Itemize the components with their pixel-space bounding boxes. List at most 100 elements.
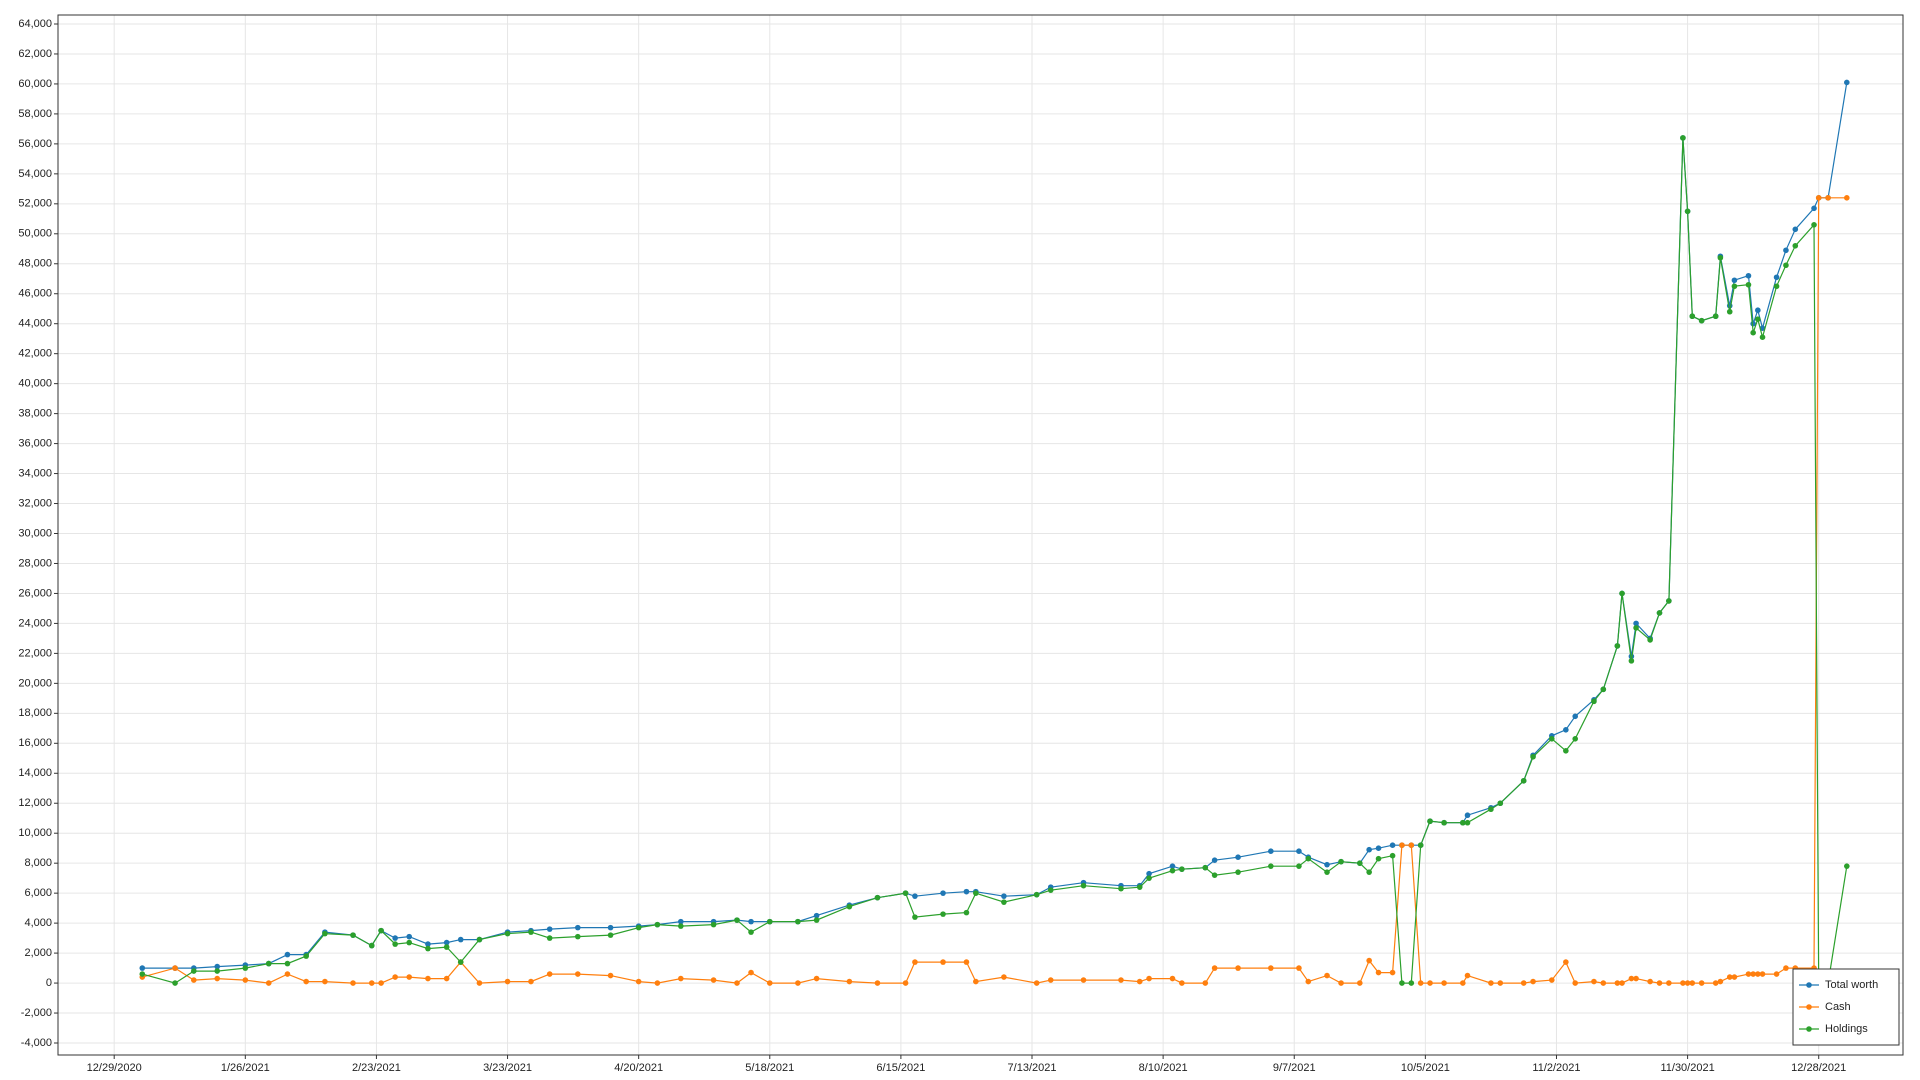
data-point	[1591, 698, 1597, 705]
y-tick-label: 4,000	[24, 917, 52, 929]
data-point	[1408, 842, 1415, 849]
data-point	[350, 980, 356, 986]
data-point	[284, 960, 291, 967]
data-point	[1324, 869, 1330, 875]
data-point	[1745, 971, 1752, 977]
data-point	[1427, 818, 1433, 825]
data-point	[1146, 870, 1152, 877]
data-point	[1844, 79, 1850, 86]
data-point	[1305, 978, 1312, 985]
x-tick-label: 4/20/2021	[614, 1062, 663, 1074]
data-point	[457, 959, 464, 965]
data-point	[504, 978, 511, 985]
data-point	[190, 977, 197, 983]
data-point	[1712, 980, 1719, 986]
data-point	[1698, 317, 1705, 324]
y-tick-label: 22,000	[18, 647, 52, 659]
data-point	[1773, 283, 1780, 290]
data-point	[1773, 274, 1780, 281]
data-point	[1460, 980, 1466, 986]
data-point	[607, 972, 614, 979]
data-point	[1614, 643, 1621, 649]
data-point	[574, 933, 581, 940]
data-point	[1389, 842, 1396, 849]
data-point	[678, 923, 684, 929]
data-point	[504, 930, 511, 937]
data-point	[1572, 736, 1579, 742]
y-tick-label: 56,000	[18, 138, 52, 150]
data-point	[1441, 819, 1447, 826]
y-tick-label: 36,000	[18, 437, 52, 449]
y-tick-label: 34,000	[18, 467, 52, 479]
data-point	[1324, 861, 1330, 868]
data-point	[1656, 610, 1663, 616]
data-point	[284, 951, 291, 958]
data-point	[1844, 863, 1850, 869]
data-point	[1600, 980, 1607, 986]
data-point	[1460, 819, 1466, 826]
data-point	[528, 929, 534, 935]
data-point	[1169, 975, 1176, 982]
data-point	[1726, 308, 1733, 315]
y-tick-label: 58,000	[18, 108, 52, 120]
x-tick-label: 3/23/2021	[483, 1062, 532, 1074]
data-point	[546, 971, 553, 977]
y-tick-label: 48,000	[18, 258, 52, 270]
data-point	[1792, 226, 1799, 233]
data-point	[1647, 978, 1653, 985]
data-point	[734, 917, 740, 923]
data-point	[1357, 980, 1363, 986]
data-point	[1745, 281, 1752, 288]
data-point	[1033, 980, 1040, 986]
x-tick-label: 10/5/2021	[1401, 1062, 1450, 1074]
data-point	[813, 917, 820, 923]
data-point	[1717, 978, 1724, 985]
data-point	[303, 978, 309, 985]
data-point	[748, 969, 754, 976]
data-point	[1211, 872, 1218, 878]
data-point	[1146, 975, 1152, 982]
data-point	[139, 971, 146, 977]
data-point	[1755, 316, 1761, 323]
data-point	[1745, 272, 1752, 279]
x-tick-label: 2/23/2021	[352, 1062, 401, 1074]
data-point	[1633, 620, 1639, 627]
x-tick-label: 12/28/2021	[1791, 1062, 1846, 1074]
y-tick-label: 8,000	[24, 857, 52, 869]
data-point	[1366, 957, 1372, 964]
data-point	[678, 918, 684, 925]
y-tick-label: 2,000	[24, 947, 52, 959]
data-point	[846, 978, 853, 985]
y-tick-label: 30,000	[18, 527, 52, 539]
y-tick-label: 18,000	[18, 707, 52, 719]
data-point	[1783, 262, 1789, 269]
y-tick-label: 28,000	[18, 557, 52, 569]
data-point	[1296, 965, 1302, 971]
data-point	[1338, 858, 1344, 865]
data-point	[1548, 977, 1555, 983]
x-tick-label: 5/18/2021	[745, 1062, 794, 1074]
x-tick-label: 7/13/2021	[1008, 1062, 1057, 1074]
data-point	[242, 965, 249, 971]
data-point	[654, 921, 661, 928]
data-point	[940, 911, 946, 917]
data-point	[1497, 980, 1504, 986]
data-point	[1520, 777, 1527, 784]
data-point	[476, 936, 483, 943]
data-point	[1783, 247, 1789, 254]
data-point	[1572, 713, 1579, 720]
legend-marker	[1806, 1026, 1812, 1032]
data-point	[795, 918, 801, 925]
data-point	[1666, 980, 1672, 986]
y-tick-label: 14,000	[18, 767, 52, 779]
data-point	[1389, 969, 1396, 976]
data-point	[1033, 891, 1040, 898]
data-point	[1235, 854, 1241, 860]
y-tick-label: 44,000	[18, 318, 52, 330]
data-point	[425, 945, 431, 952]
data-point	[1235, 965, 1241, 971]
data-point	[1619, 980, 1625, 986]
data-point	[1750, 971, 1756, 977]
data-point	[546, 926, 553, 932]
data-point	[1773, 971, 1780, 977]
